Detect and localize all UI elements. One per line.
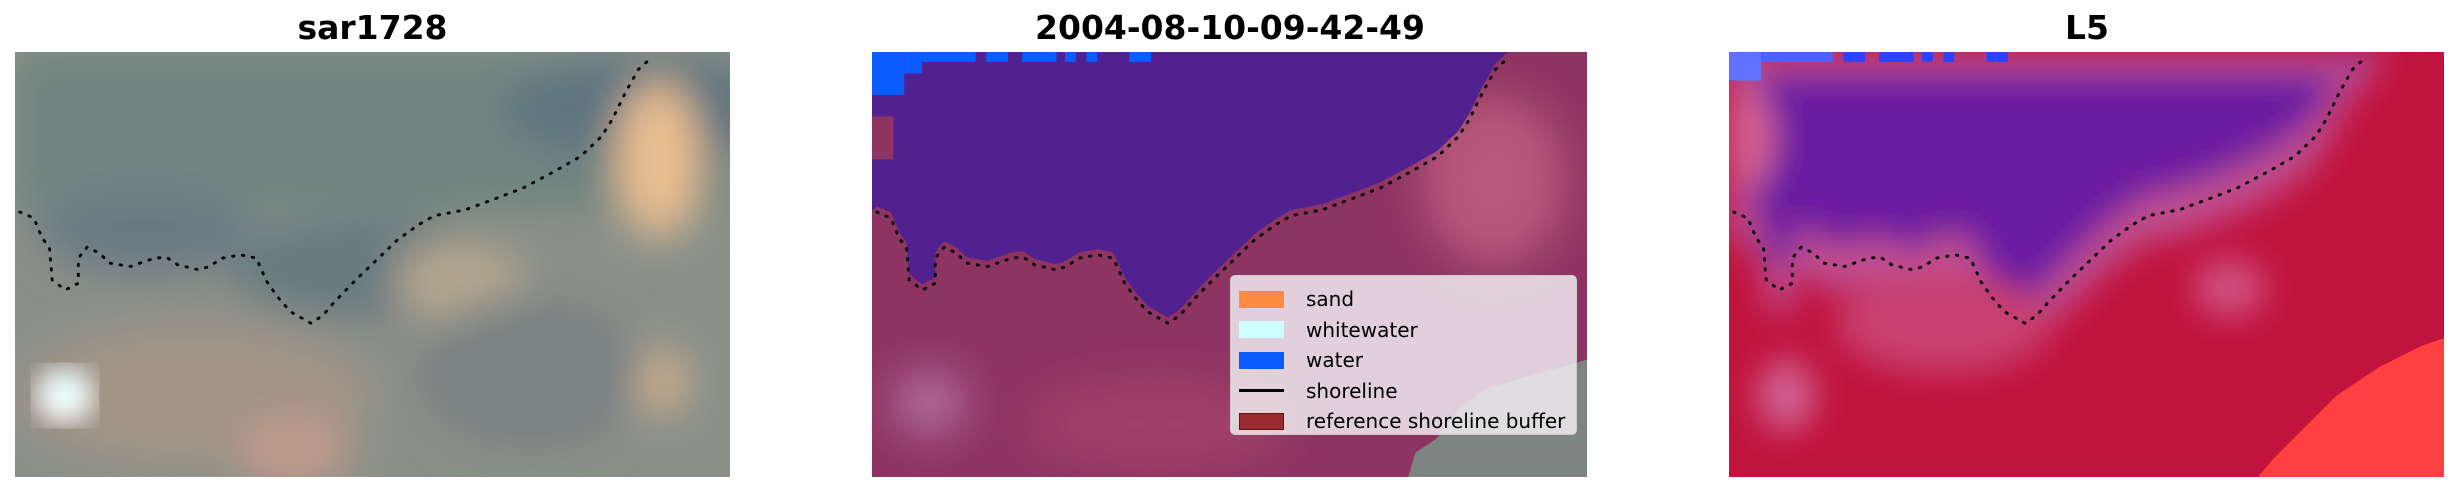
legend-label: sand (1306, 287, 1355, 312)
l5-image-panel (1729, 52, 2444, 477)
panel-title-classified: 2004-08-10-09-42-49 (1035, 8, 1425, 47)
legend: sand whitewater water shoreline referenc… (1230, 275, 1577, 435)
whitewater-swatch (1239, 321, 1284, 339)
water-pixels (872, 52, 1151, 95)
sand-swatch (1239, 290, 1284, 308)
water-swatch (1239, 351, 1284, 369)
legend-item-water: water (1239, 345, 1576, 376)
buffer-swatch (1239, 412, 1284, 430)
legend-item-buffer: reference shoreline buffer (1239, 406, 1576, 437)
legend-label: shoreline (1306, 378, 1398, 403)
l5-image (1729, 52, 2444, 477)
legend-item-shoreline: shoreline (1239, 376, 1576, 407)
legend-label: reference shoreline buffer (1306, 409, 1566, 434)
panel-title-rgb: sar1728 (297, 8, 448, 47)
shoreline-line-icon (1239, 389, 1284, 393)
legend-label: water (1306, 348, 1363, 373)
panel-title-l5: L5 (2065, 8, 2109, 47)
rgb-image (15, 52, 730, 477)
water-class-region (872, 52, 1509, 318)
rgb-image-panel (15, 52, 730, 477)
shoreline-path (18, 56, 653, 325)
legend-label: whitewater (1306, 317, 1418, 342)
shoreline-path (1732, 56, 2367, 325)
shoreline-path (875, 56, 1510, 325)
legend-item-sand: sand (1239, 284, 1576, 315)
legend-item-whitewater: whitewater (1239, 315, 1576, 346)
